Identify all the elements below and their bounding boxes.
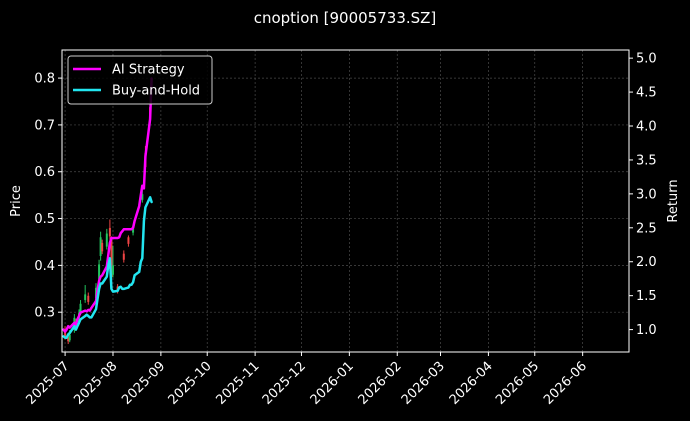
- y-left-tick-label: 0.3: [34, 306, 55, 321]
- candle-body: [101, 242, 104, 252]
- candle-body: [122, 253, 125, 260]
- candle-body: [68, 334, 71, 341]
- y-axis-left: 0.3 0.4 0.5 0.6 0.7 0.8: [34, 72, 62, 321]
- y-right-tick-label: 1.5: [636, 289, 657, 304]
- y-left-tick-label: 0.4: [34, 259, 55, 274]
- series-lines: [62, 77, 153, 339]
- candle-body: [84, 294, 87, 301]
- y-right-tick-label: 3.0: [636, 187, 657, 202]
- y-right-tick-label: 2.0: [636, 255, 657, 270]
- candle-body: [127, 237, 130, 244]
- candle-body: [132, 228, 135, 233]
- y-axis-right: 1.0 1.5 2.0 2.5 3.0 3.5 4.0 4.5 5.0: [629, 52, 657, 338]
- candle-body: [87, 295, 90, 302]
- legend: AI Strategy Buy-and-Hold: [67, 55, 213, 105]
- y-axis-left-label: Price: [9, 185, 24, 217]
- candle-body: [141, 194, 144, 200]
- y-left-tick-label: 0.7: [34, 118, 55, 133]
- y-left-tick-label: 0.5: [34, 212, 55, 227]
- candle-body: [110, 239, 113, 278]
- y-right-tick-label: 5.0: [636, 52, 657, 67]
- series-line-buy-and-hold: [62, 196, 153, 339]
- y-right-tick-label: 4.0: [636, 120, 657, 135]
- y-left-tick-label: 0.6: [34, 165, 55, 180]
- candle-body: [79, 303, 82, 313]
- candle-body: [67, 337, 70, 342]
- legend-box: [67, 55, 213, 105]
- chart-title: cnoption [90005733.SZ]: [254, 9, 437, 27]
- y-right-tick-label: 1.0: [636, 323, 657, 338]
- y-axis-right-label: Return: [666, 179, 681, 222]
- y-right-tick-label: 4.5: [636, 86, 657, 101]
- y-right-tick-label: 2.5: [636, 221, 657, 236]
- y-left-tick-label: 0.8: [34, 72, 55, 87]
- candle-body: [105, 233, 108, 247]
- candle-body: [111, 265, 114, 275]
- legend-label-ai-strategy: AI Strategy: [112, 63, 185, 78]
- candle-body: [64, 329, 67, 337]
- series-line-ai-strategy: [62, 77, 153, 333]
- candle-body: [99, 237, 102, 257]
- y-right-tick-label: 3.5: [636, 153, 657, 168]
- candle-body: [108, 227, 111, 237]
- legend-label-buy-and-hold: Buy-and-Hold: [112, 84, 200, 99]
- plot-frame: [61, 49, 630, 353]
- candle-body: [98, 264, 101, 280]
- grid: [62, 50, 629, 352]
